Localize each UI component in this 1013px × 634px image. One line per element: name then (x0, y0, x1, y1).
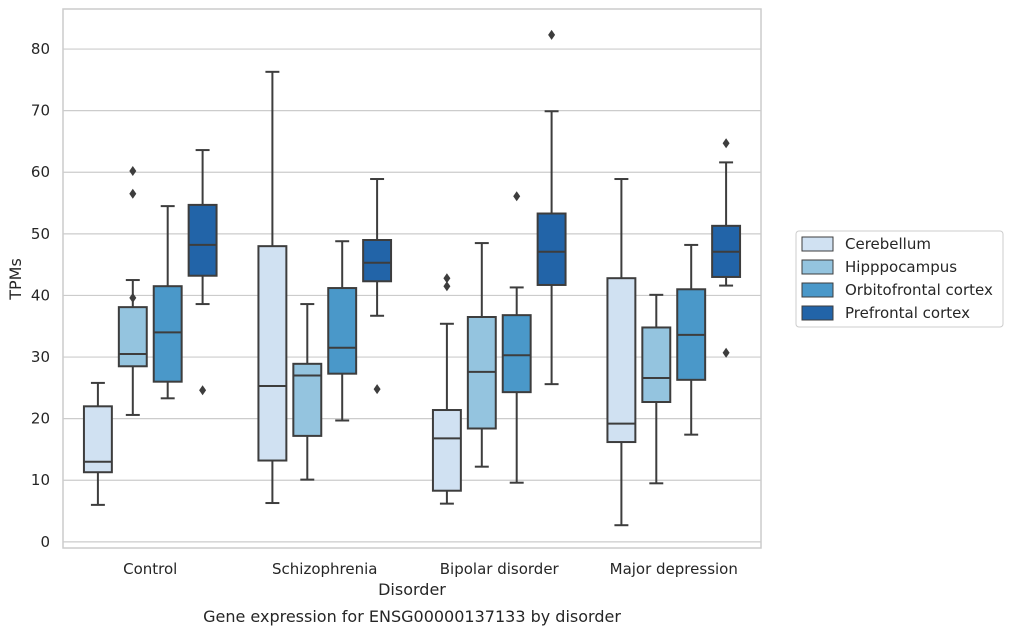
box-plot (187, 149, 218, 396)
plot-frame (62, 8, 762, 549)
legend-label: Prefrontal cortex (845, 304, 970, 322)
legend-frame (795, 230, 1004, 328)
y-tick-label: 50 (31, 225, 50, 243)
legend: Cerebellum Hipppocampus Orbitofrontal cort… (795, 230, 1004, 328)
legend-label: Orbitofrontal cortex (845, 281, 993, 299)
x-axis-ticks: Control Schizophrenia Bipolar disorder Majo… (123, 560, 738, 578)
y-tick-label: 80 (31, 40, 50, 58)
box-plot (711, 138, 742, 358)
box-iqr (327, 287, 358, 375)
outlier-point (513, 191, 521, 202)
y-tick-label: 70 (31, 102, 50, 120)
box-plot (152, 205, 183, 400)
box-iqr (257, 245, 288, 462)
y-tick-label: 0 (40, 533, 50, 551)
outlier-point (443, 273, 451, 284)
box-iqr (536, 212, 567, 286)
box-plot (362, 178, 393, 395)
legend-items: Cerebellum Hipppocampus Orbitofrontal cort… (801, 235, 993, 322)
box-plot (431, 273, 462, 505)
outlier-point (722, 138, 730, 149)
x-tick-label: Bipolar disorder (440, 560, 560, 578)
box-iqr (431, 409, 462, 492)
outlier-point (199, 385, 207, 396)
x-tick-label: Control (123, 560, 177, 578)
box-iqr (152, 285, 183, 383)
outlier-point (129, 188, 137, 199)
legend-swatch (801, 236, 834, 252)
x-axis-label: Disorder (378, 580, 446, 599)
legend-label: Hipppocampus (845, 258, 957, 276)
box-iqr (187, 203, 218, 277)
legend-label: Cerebellum (845, 235, 931, 253)
chart-caption: Gene expression for ENSG00000137133 by d… (203, 607, 621, 626)
box-iqr (641, 326, 672, 404)
box-plot (257, 70, 288, 505)
legend-swatch (801, 282, 834, 298)
y-axis-ticks: 0 10 20 30 40 50 60 70 80 (31, 40, 50, 551)
box-iqr (362, 239, 393, 283)
box-plot (641, 293, 672, 485)
outlier-point (443, 281, 451, 292)
y-tick-label: 40 (31, 286, 50, 304)
legend-swatch (801, 305, 834, 321)
box-iqr (117, 306, 148, 368)
x-tick-label: Major depression (610, 560, 738, 578)
box-plot (466, 242, 497, 468)
legend-swatch (801, 259, 834, 275)
outlier-point (548, 29, 556, 40)
box-layer (82, 29, 742, 527)
y-tick-label: 30 (31, 348, 50, 366)
box-plot (676, 243, 707, 436)
y-tick-label: 10 (31, 471, 50, 489)
box-plot (501, 191, 532, 484)
box-plot (536, 29, 567, 386)
y-tick-label: 60 (31, 163, 50, 181)
box-iqr (606, 277, 637, 444)
box-plot (292, 303, 323, 481)
box-plot (606, 178, 637, 527)
outlier-point (129, 292, 137, 303)
outlier-point (373, 384, 381, 395)
outlier-point (129, 166, 137, 177)
y-axis-label: TPMs (6, 258, 25, 301)
y-tick-label: 20 (31, 410, 50, 428)
x-tick-label: Schizophrenia (272, 560, 377, 578)
box-plot (82, 381, 113, 506)
box-plot (117, 166, 148, 416)
outlier-point (722, 347, 730, 358)
box-plot (327, 240, 358, 422)
box-iqr (501, 314, 532, 394)
